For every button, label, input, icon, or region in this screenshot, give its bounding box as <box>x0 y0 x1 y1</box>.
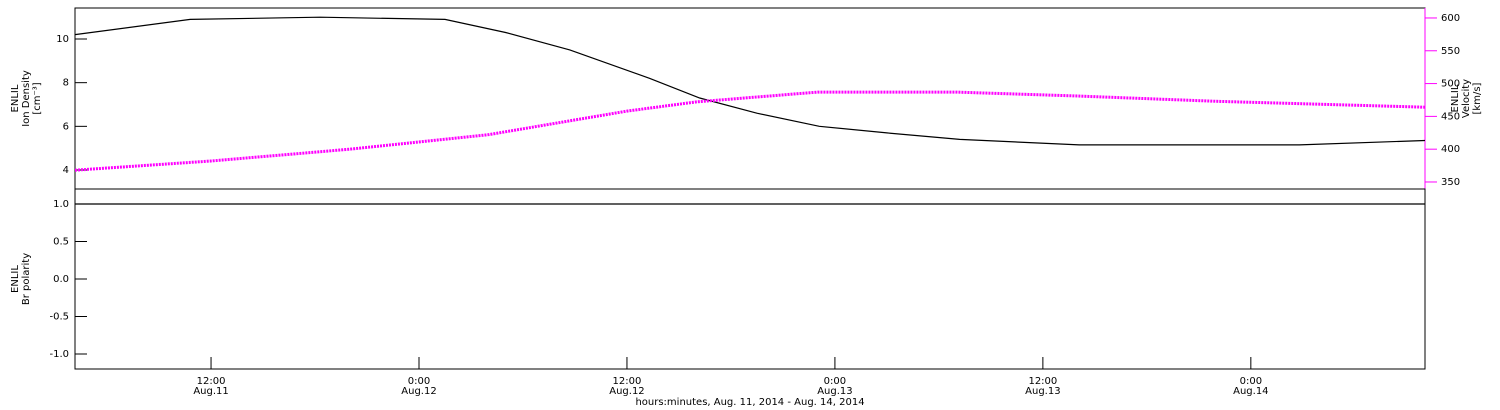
y2-tick-label: 500 <box>1441 79 1460 90</box>
y2-tick-label: 550 <box>1441 46 1460 57</box>
x-tick-label: 0:00 <box>824 376 846 387</box>
series-line <box>74 90 1426 172</box>
y-axis-label: Br polarity <box>21 253 32 305</box>
y-tick-label: -1.0 <box>49 349 69 360</box>
x-tick-date: Aug.13 <box>1025 386 1060 397</box>
y-tick-label: 1.0 <box>53 199 69 210</box>
y-tick-label: 0.0 <box>53 274 69 285</box>
y-axis-label: [cm⁻³] <box>32 82 43 114</box>
x-tick-label: 0:00 <box>408 376 430 387</box>
x-tick-label: 12:00 <box>613 376 642 387</box>
y-tick-label: 8 <box>63 78 69 89</box>
x-tick-date: Aug.12 <box>401 386 436 397</box>
y2-tick-label: 600 <box>1441 13 1460 24</box>
x-tick-date: Aug.11 <box>193 386 228 397</box>
y-axis-label: ENLIL <box>10 84 21 112</box>
y-tick-label: -0.5 <box>49 312 69 323</box>
x-tick-date: Aug.12 <box>609 386 644 397</box>
y-axis-label: Ion Density <box>21 70 32 127</box>
x-tick-date: Aug.13 <box>817 386 852 397</box>
x-tick-date: Aug.14 <box>1233 386 1268 397</box>
y2-tick-label: 400 <box>1441 144 1460 155</box>
x-tick-label: 0:00 <box>1240 376 1262 387</box>
y2-axis-label: ENLIL <box>1450 84 1461 112</box>
y2-tick-label: 450 <box>1441 111 1460 122</box>
y2-axis-label: [km/s] <box>1472 82 1483 114</box>
x-tick-label: 12:00 <box>1028 376 1057 387</box>
y2-axis-label: Velocity <box>1461 79 1472 118</box>
y-tick-label: 10 <box>56 34 69 45</box>
y2-tick-label: 350 <box>1441 177 1460 188</box>
y-axis-label: ENLIL <box>10 265 21 293</box>
x-axis-label: hours:minutes, Aug. 11, 2014 - Aug. 14, … <box>635 397 864 408</box>
y-tick-label: 0.5 <box>53 237 69 248</box>
x-tick-label: 12:00 <box>197 376 226 387</box>
y-tick-label: 4 <box>63 165 69 176</box>
plot-frame <box>74 188 1426 370</box>
series-line <box>74 16 1426 146</box>
y-tick-label: 6 <box>63 121 69 132</box>
